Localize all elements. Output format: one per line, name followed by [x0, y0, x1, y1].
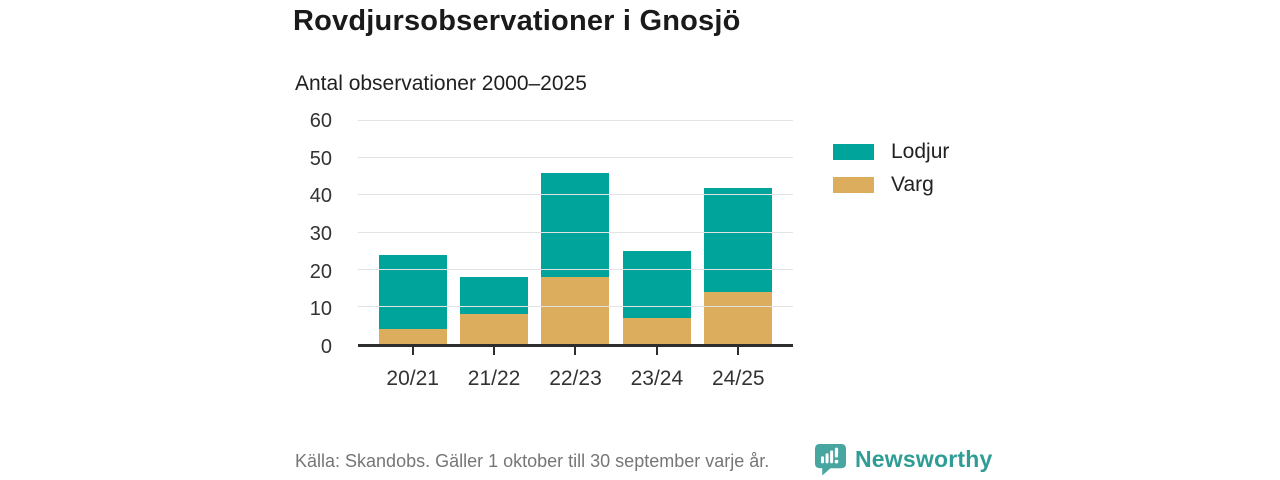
y-tick-label: 40 [309, 185, 332, 208]
legend-label-lodjur: Lodjur [891, 140, 950, 163]
bar-segment-varg [378, 329, 447, 344]
bar-segment-lodjur [622, 251, 691, 318]
x-tick-label: 24/25 [712, 367, 765, 390]
x-tick-label: 22/23 [549, 367, 602, 390]
stacked-bar [378, 121, 447, 344]
y-tick-label: 0 [320, 336, 332, 358]
category-band: 24/25 [698, 121, 779, 390]
bar-segment-lodjur [541, 173, 610, 278]
y-tick-label: 50 [309, 147, 332, 170]
bar-segment-varg [541, 277, 610, 344]
category-band: 22/23 [535, 121, 616, 390]
x-tick-label: 20/21 [386, 367, 439, 390]
stacked-bar [541, 121, 610, 344]
bar-segment-varg [460, 314, 529, 344]
bar-segment-lodjur [378, 254, 447, 330]
bar-segment-varg [622, 317, 691, 344]
stacked-bar [622, 121, 691, 344]
x-tick [493, 347, 496, 355]
brand-name: Newsworthy [855, 446, 993, 472]
y-tick-label: 10 [309, 298, 332, 321]
y-tick-label: 20 [309, 260, 332, 283]
bar-segment-varg [704, 291, 773, 344]
x-tick [655, 347, 658, 355]
bar-segment-lodjur [460, 277, 529, 315]
source-note: Källa: Skandobs. Gäller 1 oktober till 3… [295, 451, 770, 471]
legend-label-varg: Varg [891, 173, 934, 196]
legend: Lodjur Varg [833, 141, 949, 207]
legend-item-lodjur: Lodjur [833, 141, 949, 163]
newsworthy-bubble-chart-icon [814, 443, 847, 476]
x-tick-label: 23/24 [630, 367, 684, 390]
gridline [358, 305, 793, 307]
category-band: 23/24 [616, 121, 697, 390]
category-band: 20/21 [372, 121, 453, 390]
y-axis: 0 10 20 30 40 50 60 [285, 110, 345, 358]
x-tick [737, 347, 740, 355]
plot-area: 20/21 21/22 22/23 23/24 24/25 [358, 120, 793, 390]
stacked-bar [460, 121, 529, 344]
plot-bands: 20/21 21/22 22/23 23/24 24/25 [372, 121, 779, 390]
legend-swatch-lodjur-icon [833, 144, 874, 160]
gridline [358, 157, 793, 159]
chart-title: Rovdjursobservationer i Gnosjö [293, 5, 741, 37]
x-tick [411, 347, 414, 355]
bar-segment-lodjur [704, 187, 773, 292]
x-tick-label: 21/22 [467, 367, 521, 390]
legend-swatch-varg-icon [833, 177, 874, 193]
gridline [358, 120, 793, 121]
gridline [358, 268, 793, 270]
stacked-bar [704, 121, 773, 344]
category-band: 21/22 [453, 121, 534, 390]
chart-subtitle: Antal observationer 2000–2025 [295, 72, 587, 95]
x-tick [574, 347, 577, 355]
gridline [358, 231, 793, 233]
legend-item-varg: Varg [833, 174, 949, 196]
y-tick-label: 60 [309, 110, 332, 132]
y-tick-label: 30 [309, 223, 332, 245]
brand-logo: Newsworthy [814, 443, 992, 476]
gridline [358, 194, 793, 196]
